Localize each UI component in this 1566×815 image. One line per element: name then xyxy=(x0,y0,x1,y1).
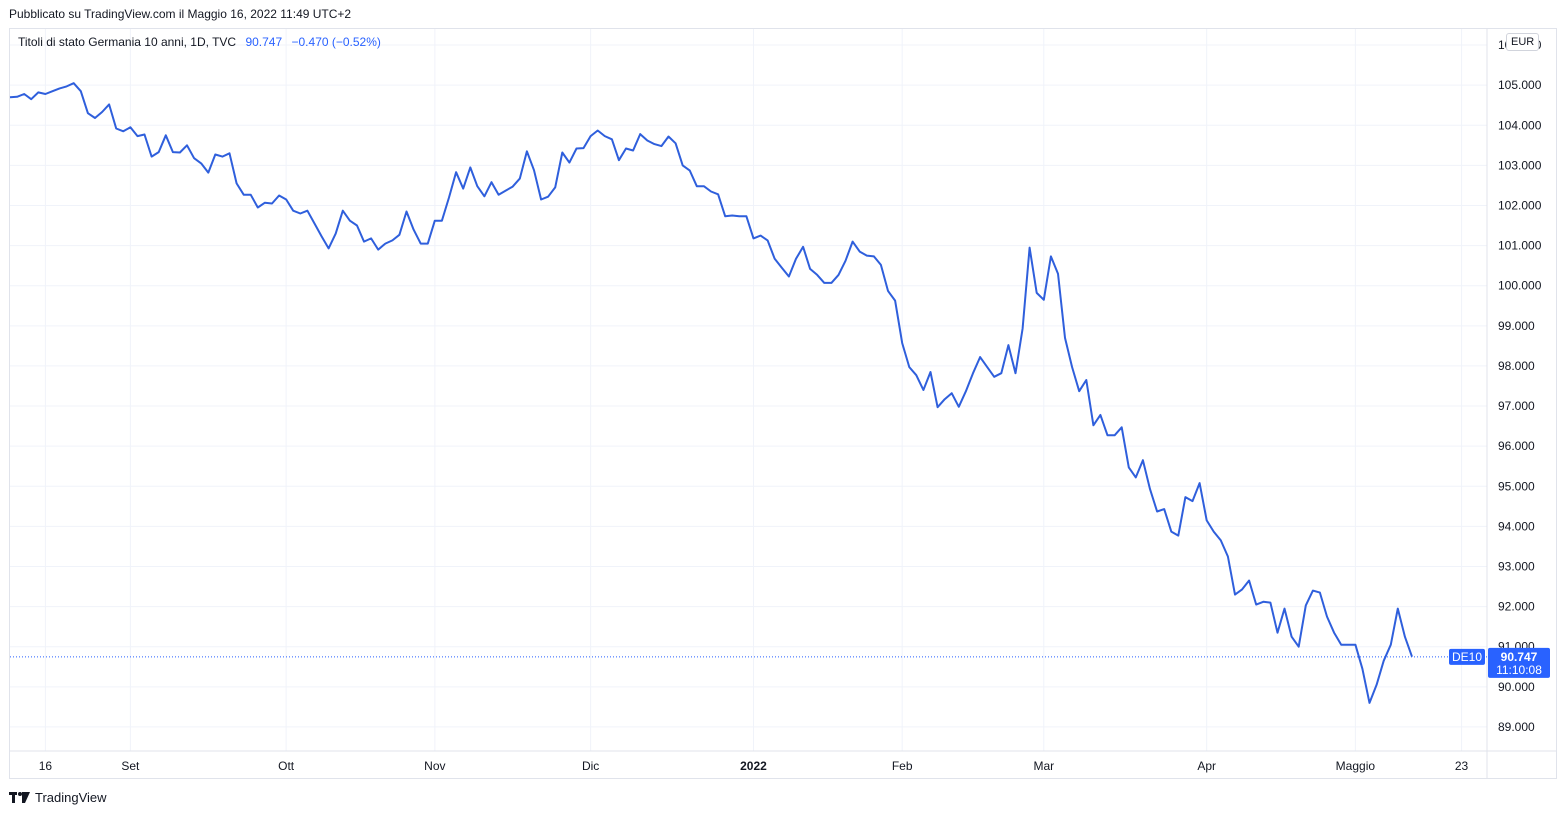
series-line-layer xyxy=(9,82,1487,704)
x-tick-label: Maggio xyxy=(1336,759,1376,773)
y-tick-label: 94.000 xyxy=(1498,519,1535,533)
y-tick-label: 93.000 xyxy=(1498,559,1535,573)
y-tick-label: 103.000 xyxy=(1498,158,1542,172)
y-tick-label: 96.000 xyxy=(1498,439,1535,453)
x-tick-label: Feb xyxy=(892,759,913,773)
currency-button[interactable]: EUR xyxy=(1506,33,1540,51)
y-tick-label: 98.000 xyxy=(1498,359,1535,373)
legend-last-value: 90.747 xyxy=(245,35,283,49)
y-tick-label: 104.000 xyxy=(1498,118,1542,132)
symbol-tag-bg xyxy=(1449,648,1485,665)
y-tick-label: 97.000 xyxy=(1498,399,1535,413)
published-info: Pubblicato su TradingView.com il Maggio … xyxy=(9,7,352,21)
y-tick-label: 95.000 xyxy=(1498,479,1535,493)
y-tick-label: 92.000 xyxy=(1498,600,1535,614)
x-tick-label: Apr xyxy=(1197,759,1216,773)
y-tick-label: 99.000 xyxy=(1498,319,1535,333)
x-tick-label: Set xyxy=(121,759,140,773)
y-tick-label: 105.000 xyxy=(1498,78,1542,92)
price-tag-bg xyxy=(1488,647,1550,678)
symbol-tag-label: DE10 xyxy=(1452,650,1482,664)
tradingview-logo-icon xyxy=(9,791,30,803)
chart-frame xyxy=(9,28,1557,779)
x-tick-label: 16 xyxy=(39,759,53,773)
y-tick-label: 100.000 xyxy=(1498,279,1542,293)
legend-change: −0.470 (−0.52%) xyxy=(291,35,381,49)
y-tick-label: 101.000 xyxy=(1498,239,1542,253)
y-tick-label: 102.000 xyxy=(1498,198,1542,212)
y-axis: 106.000105.000104.000103.000102.000101.0… xyxy=(1498,38,1542,734)
x-tick-label: Ott xyxy=(278,759,295,773)
legend-title: Titoli di stato Germania 10 anni, 1D, TV… xyxy=(18,35,237,49)
grid xyxy=(10,29,1556,779)
y-tick-label: 90.000 xyxy=(1498,680,1535,694)
footer-brand-label: TradingView xyxy=(35,790,107,805)
x-tick-label: 2022 xyxy=(740,759,767,773)
x-tick-label: Dic xyxy=(582,759,599,773)
series-line-de10 xyxy=(9,82,1413,704)
price-tag-value: 90.747 xyxy=(1501,650,1538,664)
y-tick-label: 89.000 xyxy=(1498,720,1535,734)
x-tick-label: 23 xyxy=(1455,759,1469,773)
x-tick-label: Mar xyxy=(1033,759,1054,773)
footer-brand[interactable]: TradingView xyxy=(9,790,107,805)
price-tag-countdown: 11:10:08 xyxy=(1496,663,1542,677)
x-tick-label: Nov xyxy=(424,759,445,773)
chart-legend: Titoli di stato Germania 10 anni, 1D, TV… xyxy=(18,35,381,49)
x-axis: 16 Set Ott Nov Dic 2022 Feb Mar Apr Maggio 23 xyxy=(39,759,1469,773)
